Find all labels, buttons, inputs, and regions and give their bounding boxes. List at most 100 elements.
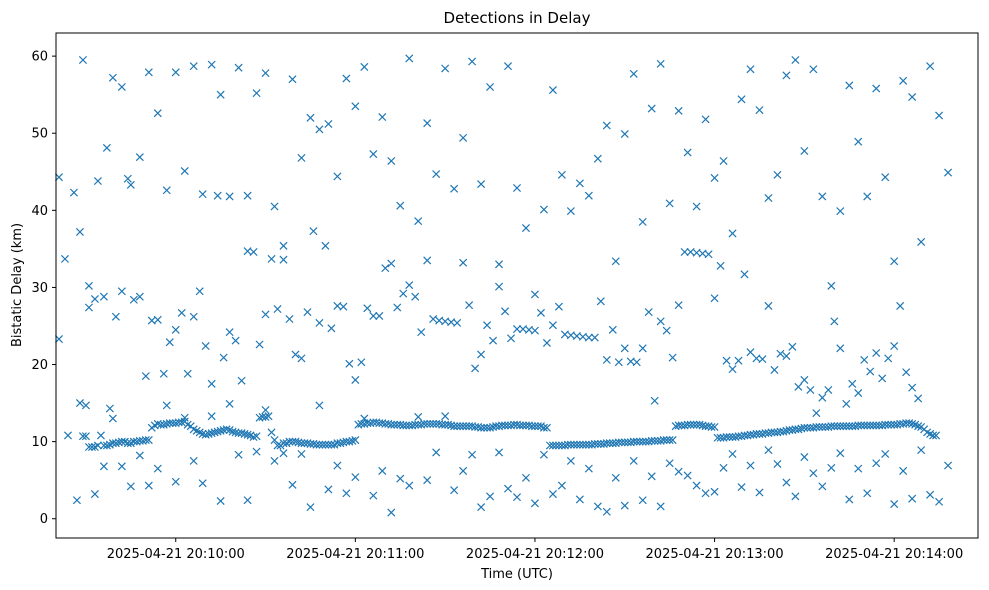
data-point: [812, 409, 821, 418]
data-point: [752, 429, 761, 438]
data-point: [249, 432, 258, 442]
data-point: [791, 492, 800, 501]
data-point: [378, 113, 387, 122]
data-point: [201, 430, 210, 439]
data-point: [602, 121, 611, 130]
data-point: [764, 193, 773, 203]
data-point: [716, 261, 725, 270]
data-point: [548, 490, 557, 499]
data-point: [575, 495, 584, 504]
data-point: [117, 462, 126, 471]
data-point: [210, 428, 219, 437]
data-point: [135, 153, 144, 162]
data-point: [719, 463, 728, 472]
data-point: [471, 364, 480, 373]
data-point: [833, 422, 842, 431]
data-point: [917, 237, 926, 246]
data-point: [84, 303, 93, 312]
data-point: [123, 174, 132, 183]
data-point: [764, 301, 773, 310]
data-point: [542, 423, 551, 432]
data-point: [234, 450, 243, 459]
data-point: [872, 348, 881, 357]
data-point: [315, 125, 324, 134]
data-point: [261, 310, 270, 319]
data-point: [530, 422, 539, 431]
data-point: [710, 294, 719, 303]
data-point: [225, 399, 234, 408]
data-point: [800, 146, 809, 155]
data-point: [279, 449, 288, 458]
data-point: [914, 422, 923, 431]
data-point: [605, 439, 614, 448]
data-point: [342, 74, 351, 83]
data-point: [728, 449, 737, 458]
data-point: [387, 420, 396, 429]
data-markers: [54, 54, 953, 517]
data-point: [237, 376, 246, 385]
data-point: [453, 318, 462, 327]
data-point: [381, 264, 390, 273]
data-point: [872, 84, 881, 93]
data-point: [153, 315, 162, 324]
data-point: [195, 287, 204, 296]
data-point: [593, 154, 602, 163]
data-point: [363, 304, 372, 313]
data-point: [399, 421, 408, 430]
data-point: [189, 456, 198, 465]
data-point: [318, 440, 327, 449]
data-point: [417, 328, 426, 337]
data-point: [378, 466, 387, 475]
data-point: [399, 289, 408, 298]
data-point: [141, 436, 150, 445]
data-point: [683, 148, 692, 157]
data-point: [411, 420, 420, 429]
data-point: [477, 180, 486, 189]
data-point: [836, 449, 845, 458]
data-point: [638, 344, 647, 353]
data-point: [521, 224, 531, 233]
data-point: [704, 250, 713, 259]
data-point: [288, 75, 297, 84]
data-point: [512, 493, 522, 502]
data-point: [890, 500, 899, 509]
data-point: [734, 356, 743, 365]
data-point: [908, 494, 917, 503]
data-point: [806, 385, 815, 394]
data-point: [638, 496, 647, 505]
data-point: [521, 473, 531, 482]
data-point: [405, 281, 414, 290]
data-point: [872, 421, 881, 430]
data-point: [90, 490, 99, 499]
data-point: [719, 156, 728, 166]
data-point: [578, 440, 587, 449]
data-point: [620, 129, 629, 139]
data-point: [165, 419, 174, 428]
y-tick-label: 10: [31, 435, 48, 450]
data-point: [324, 119, 333, 129]
data-point: [297, 439, 306, 448]
data-point: [818, 482, 827, 491]
data-point: [393, 303, 402, 312]
plot-frame: [55, 32, 979, 539]
data-point: [285, 437, 294, 446]
data-point: [548, 441, 557, 450]
data-point: [842, 399, 851, 408]
data-point: [177, 308, 186, 317]
data-point: [498, 421, 507, 430]
data-point: [746, 348, 755, 357]
data-point: [767, 428, 776, 437]
data-point: [225, 328, 234, 337]
data-point: [351, 375, 360, 384]
data-point: [773, 170, 782, 179]
data-point: [243, 496, 252, 505]
data-point: [830, 422, 839, 431]
data-point: [369, 311, 378, 320]
data-point: [315, 318, 324, 327]
data-point: [321, 440, 330, 449]
data-point: [462, 422, 471, 431]
data-point: [486, 82, 495, 91]
data-point: [905, 419, 914, 428]
data-point: [81, 432, 90, 441]
data-point: [84, 281, 93, 290]
